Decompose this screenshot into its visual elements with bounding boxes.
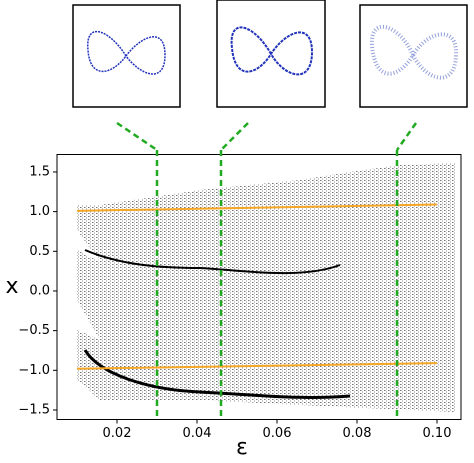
y-tick-label: −1.0: [18, 363, 50, 378]
x-axis-label: ε: [236, 435, 248, 460]
marker-connector: [220, 122, 249, 151]
y-tick-label: −1.5: [18, 402, 50, 417]
x-tick-label: 0.06: [263, 426, 292, 441]
y-tick-label: 0.0: [29, 283, 50, 298]
marker-connector: [395, 122, 418, 151]
y-tick-label: 1.0: [29, 204, 50, 219]
inset-2: [216, 0, 326, 108]
marker-connector: [116, 121, 158, 152]
y-axis-label: x: [5, 274, 18, 299]
series-line: [76, 362, 438, 370]
inset-1: [72, 4, 181, 108]
y-tick-label: −0.5: [18, 323, 50, 338]
plot-frame: [56, 154, 462, 420]
x-tick-label: 0.08: [343, 426, 372, 441]
inset-3: [359, 4, 468, 108]
x-tick-label: 0.02: [103, 426, 132, 441]
y-tick-label: 1.5: [29, 164, 50, 179]
y-tick-label: 0.5: [29, 244, 50, 259]
x-tick-label: 0.10: [423, 426, 452, 441]
x-tick-label: 0.04: [183, 426, 212, 441]
series-line: [76, 203, 438, 212]
point-cloud: [77, 163, 455, 412]
